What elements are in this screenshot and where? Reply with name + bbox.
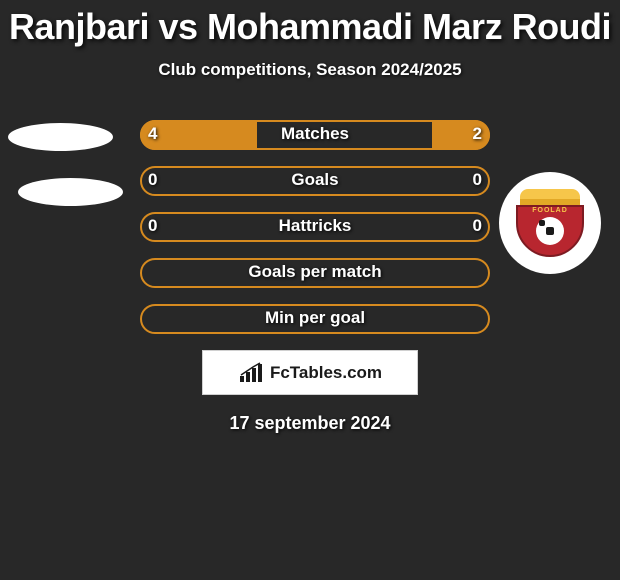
page-title: Ranjbari vs Mohammadi Marz Roudi xyxy=(0,0,620,48)
stat-label: Goals per match xyxy=(140,258,490,288)
stat-value-right: 2 xyxy=(442,120,482,150)
subtitle: Club competitions, Season 2024/2025 xyxy=(0,60,620,80)
stat-row-hattricks: 0 Hattricks 0 xyxy=(0,212,620,242)
stat-label: Matches xyxy=(140,120,490,150)
stat-value-right xyxy=(442,258,482,288)
stat-row-min-per-goal: Min per goal xyxy=(0,304,620,334)
stat-value-right: 0 xyxy=(442,212,482,242)
stat-label: Min per goal xyxy=(140,304,490,334)
stat-value-right: 0 xyxy=(442,166,482,196)
stat-value-right xyxy=(442,304,482,334)
stats-area: 4 Matches 2 0 Goals 0 0 Hattricks 0 Goal… xyxy=(0,120,620,334)
stat-label: Hattricks xyxy=(140,212,490,242)
date-text: 17 september 2024 xyxy=(0,413,620,434)
bar-chart-icon xyxy=(238,362,266,384)
stat-label: Goals xyxy=(140,166,490,196)
stat-row-goals: 0 Goals 0 xyxy=(0,166,620,196)
brand-text: FcTables.com xyxy=(270,363,382,383)
fctables-watermark: FcTables.com xyxy=(202,350,418,395)
stat-row-matches: 4 Matches 2 xyxy=(0,120,620,150)
stat-row-goals-per-match: Goals per match xyxy=(0,258,620,288)
